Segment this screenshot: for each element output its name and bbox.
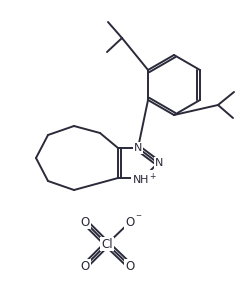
Text: N: N [154,158,162,168]
Text: Cl: Cl [101,237,112,251]
Text: O: O [125,260,134,272]
Text: O: O [80,260,89,272]
Text: N: N [133,143,141,153]
Text: O: O [125,216,134,228]
Text: O: O [80,216,89,228]
Text: NH$^+$: NH$^+$ [132,171,157,187]
Text: $^{-}$: $^{-}$ [135,213,142,223]
